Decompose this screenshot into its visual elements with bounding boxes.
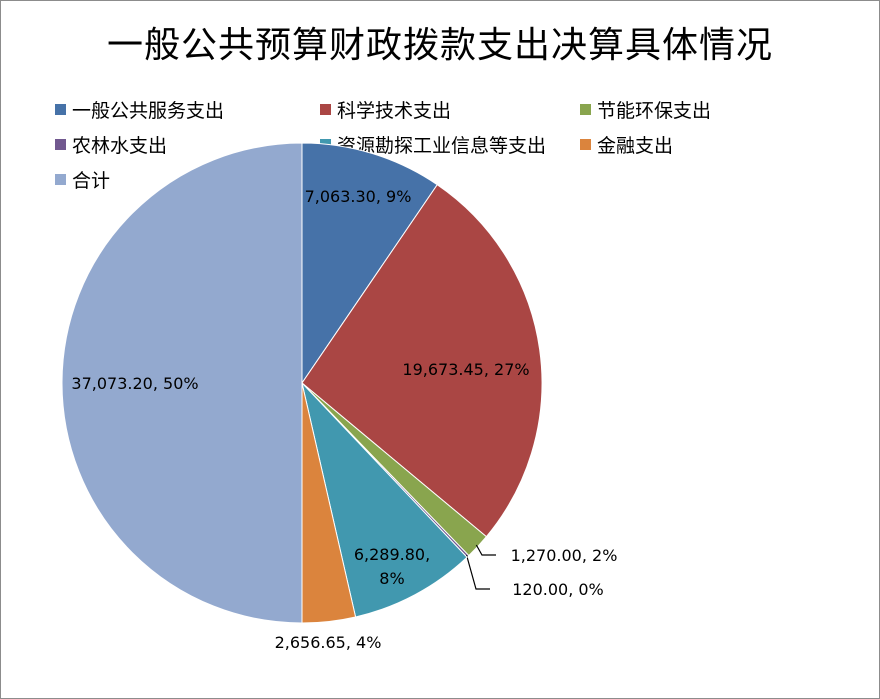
pie-slice (301, 184, 543, 538)
legend-label: 节能环保支出 (597, 100, 712, 122)
legend-item: 合计 (55, 166, 110, 193)
legend-item: 科学技术支出 (320, 96, 451, 123)
pie-slice (301, 142, 438, 385)
legend-label: 一般公共服务支出 (72, 100, 225, 122)
data-label: 19,673.45, 27% (402, 360, 529, 379)
legend-item: 节能环保支出 (580, 96, 711, 123)
data-label: 1,270.00, 2% (511, 546, 618, 565)
legend-label: 资源勘探工业信息等支出 (337, 135, 547, 157)
legend-item: 农林水支出 (55, 131, 167, 158)
legend-item: 一般公共服务支出 (55, 96, 224, 123)
data-label: 120.00, 0% (512, 580, 604, 599)
data-label: 7,063.30, 9% (305, 187, 412, 206)
legend-swatch (55, 104, 66, 115)
pie-slice (61, 142, 303, 624)
legend-label: 科学技术支出 (337, 100, 452, 122)
legend-swatch (320, 104, 331, 115)
leader-line (465, 554, 490, 590)
legend-item: 金融支出 (580, 131, 673, 158)
leader-line (475, 544, 496, 556)
data-label: 37,073.20, 50% (71, 374, 198, 393)
legend-swatch (55, 139, 66, 150)
legend-swatch (55, 174, 66, 185)
pie-slice (301, 381, 468, 618)
legend-label: 金融支出 (597, 135, 674, 157)
data-label: 6,289.80, 8% (354, 545, 430, 588)
legend-label: 合计 (72, 170, 111, 192)
legend-swatch (580, 104, 591, 115)
legend: 一般公共服务支出 科学技术支出 节能环保支出 农林水支出 资源勘探工业信息等支出… (0, 0, 880, 200)
chart-title: 一般公共预算财政拨款支出决算具体情况 (106, 25, 773, 66)
data-label: 2,656.65, 4% (275, 633, 382, 652)
legend-swatch (580, 139, 591, 150)
legend-label: 农林水支出 (72, 135, 168, 157)
